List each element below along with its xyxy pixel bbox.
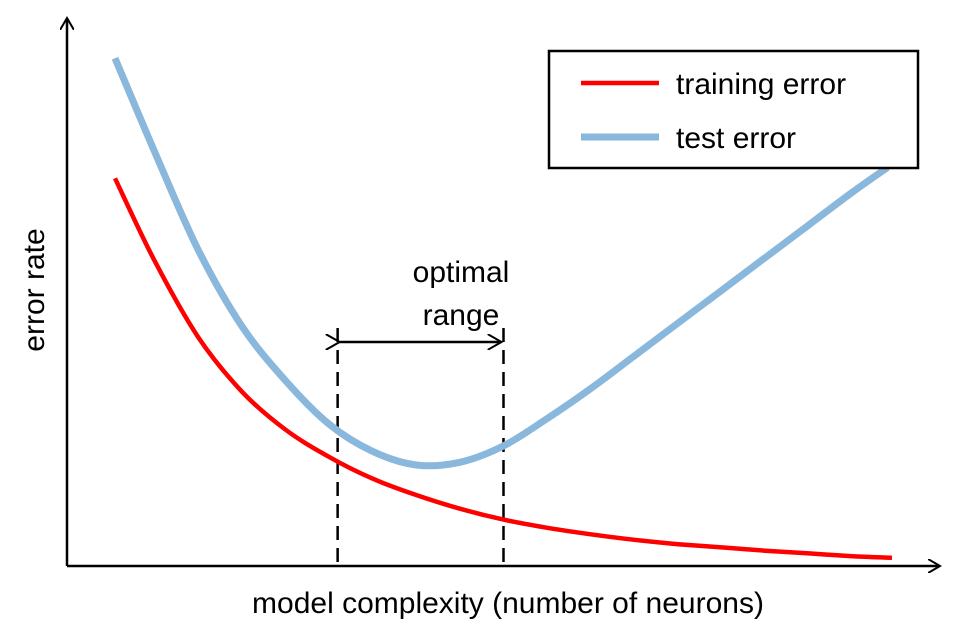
legend-box (547, 49, 920, 170)
series-line-training-error (112, 177, 893, 561)
optimal-range-label-line1: optimal (413, 256, 510, 289)
series-line-test-error (111, 56, 890, 470)
legend-label-training-error: training error (676, 68, 846, 101)
y-axis-label: error rate (18, 228, 51, 351)
legend-label-test-error: test error (676, 122, 796, 155)
optimal-range-label-line2: range (423, 299, 500, 332)
x-axis-label: model complexity (number of neurons) (252, 587, 764, 620)
